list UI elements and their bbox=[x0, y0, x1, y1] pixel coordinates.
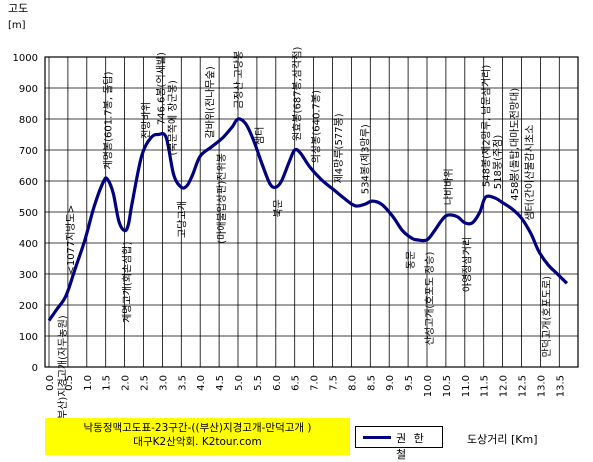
chart-caption: 낙동정맥고도표-23구간-((부산)지경고개-만덕고개 ) 대구K2산악회. K… bbox=[45, 418, 350, 455]
annotation-label: 계명봉(601.7봉, 돌탑) bbox=[103, 71, 115, 169]
annotation-label: 746.6봉(억새밭) bbox=[156, 52, 168, 125]
x-tick-label: 1.0 bbox=[83, 375, 94, 391]
x-tick-label: 2.5 bbox=[140, 375, 151, 391]
annotation-label: 고당고개 bbox=[176, 201, 188, 238]
x-tick-label: 0.5 bbox=[64, 375, 75, 391]
x-tick-label: 11.5 bbox=[480, 375, 491, 397]
x-tick-label: 1.5 bbox=[102, 375, 113, 391]
x-tick-label: 6.0 bbox=[272, 375, 283, 391]
annotation-label: 518봉(주점) bbox=[492, 135, 504, 190]
annotation-label: 동문 bbox=[405, 251, 417, 269]
annotation-label: (마애불입상판)진위봉 bbox=[215, 153, 228, 244]
annotation-label: (북문쪽에 장군봉) bbox=[167, 80, 179, 155]
annotation-label: <1077지방도> bbox=[65, 205, 77, 275]
x-tick-label: 9.5 bbox=[404, 375, 415, 391]
x-tick-label: 8.5 bbox=[366, 375, 377, 391]
x-tick-label: 13.0 bbox=[536, 375, 547, 397]
y-tick-label: 100 bbox=[19, 332, 38, 343]
y-axis-title: 고도 bbox=[8, 2, 29, 15]
y-axis-ticks: 0 100 200 300 400 500 600 700 800 900 1000 bbox=[13, 53, 38, 374]
x-tick-label: 13.5 bbox=[555, 375, 566, 397]
x-tick-label: 7.5 bbox=[329, 375, 340, 391]
annotation-label: (부산)지경고개(자두농원) bbox=[56, 315, 69, 423]
elevation-line bbox=[47, 117, 569, 322]
x-tick-label: 11.0 bbox=[461, 375, 472, 397]
y-tick-label: 400 bbox=[19, 239, 38, 250]
y-tick-label: 1000 bbox=[13, 53, 38, 64]
x-tick-label: 8.0 bbox=[347, 375, 358, 391]
x-tick-label: 3.5 bbox=[177, 375, 188, 391]
y-tick-label: 500 bbox=[19, 208, 38, 219]
x-tick-label: 10.0 bbox=[423, 375, 434, 397]
annotation-label: 계명고개(회손삼합) bbox=[121, 241, 133, 323]
legend-swatch bbox=[363, 436, 391, 439]
x-tick-label: 6.5 bbox=[291, 375, 302, 391]
annotation-label: 북문 bbox=[273, 199, 285, 217]
caption-source: 대구K2산악회. K2tour.com bbox=[133, 436, 262, 448]
x-tick-label: 10.5 bbox=[442, 375, 453, 397]
y-tick-label: 200 bbox=[19, 301, 38, 312]
x-tick-label: 4.5 bbox=[215, 375, 226, 391]
annotation-label: 전망바위 bbox=[139, 102, 152, 139]
annotation-label: 갈바위(전나무숲) bbox=[204, 66, 217, 138]
y-tick-label: 0 bbox=[32, 363, 38, 374]
x-tick-label: 0.0 bbox=[45, 375, 56, 391]
x-tick-label: 5.0 bbox=[234, 375, 245, 391]
x-tick-label: 9.0 bbox=[385, 375, 396, 391]
annotation-label: 샘터 bbox=[254, 127, 266, 145]
annotation-label: 샘터(간이산불감시초소 bbox=[524, 125, 536, 221]
series-layer bbox=[47, 117, 569, 322]
x-tick-label: 12.5 bbox=[518, 375, 529, 397]
y-tick-label: 600 bbox=[19, 177, 38, 188]
legend: 권 한 철 bbox=[355, 426, 443, 461]
annotation-label: 제4망루(577봉) bbox=[333, 113, 345, 183]
annotation-label: 나비바위 bbox=[442, 168, 455, 205]
x-tick-label: 5.5 bbox=[253, 375, 264, 391]
caption-title: 낙동정맥고도표-23구간-((부산)지경고개-만덕고개 ) bbox=[83, 422, 312, 434]
annotation-label: 야영장삼거리 bbox=[462, 237, 474, 292]
x-axis-title: 도상거리 [Km] bbox=[467, 433, 538, 446]
annotation-layer: (부산)지경고개(자두농원) <1077지방도> 계명봉(601.7봉, 돌탑) 계명… bbox=[56, 46, 553, 422]
x-tick-label: 4.0 bbox=[196, 375, 207, 391]
plot-frame bbox=[44, 56, 579, 368]
y-tick-label: 900 bbox=[19, 84, 38, 95]
annotation-label: 산성고개(호포도 장승) bbox=[424, 251, 436, 345]
annotation-label: 548봉(제2망루, 남문삼거리) bbox=[481, 65, 493, 188]
x-tick-label: 2.0 bbox=[121, 375, 132, 391]
annotation-label: 458봉(돌탑,대마도전망대) bbox=[509, 88, 521, 201]
legend-label: 권 한 철 bbox=[396, 432, 426, 461]
y-tick-label: 700 bbox=[19, 146, 38, 157]
annotation-label: 만덕고개(호포도로) bbox=[541, 276, 553, 358]
y-axis-unit: [m] bbox=[8, 20, 26, 31]
x-axis-ticks: 0.0 0.5 1.0 1.5 2.0 2.5 3.0 3.5 4.0 4.5 5.0 5.5 6.0 6… bbox=[45, 375, 566, 397]
y-tick-label: 800 bbox=[19, 115, 38, 126]
annotation-label: 의상봉(640.7봉) bbox=[310, 90, 322, 163]
x-tick-label: 7.0 bbox=[310, 375, 321, 391]
annotation-label: 원효봉(687봉,삼각점) bbox=[292, 46, 304, 141]
annotation-label: 금정산 고당봉 bbox=[233, 51, 245, 109]
annotation-label: 534봉(제3망루) bbox=[360, 124, 372, 194]
y-tick-label: 300 bbox=[19, 270, 38, 281]
x-tick-label: 3.0 bbox=[158, 375, 169, 391]
x-tick-label: 12.0 bbox=[499, 375, 510, 397]
plot-border bbox=[44, 56, 579, 368]
